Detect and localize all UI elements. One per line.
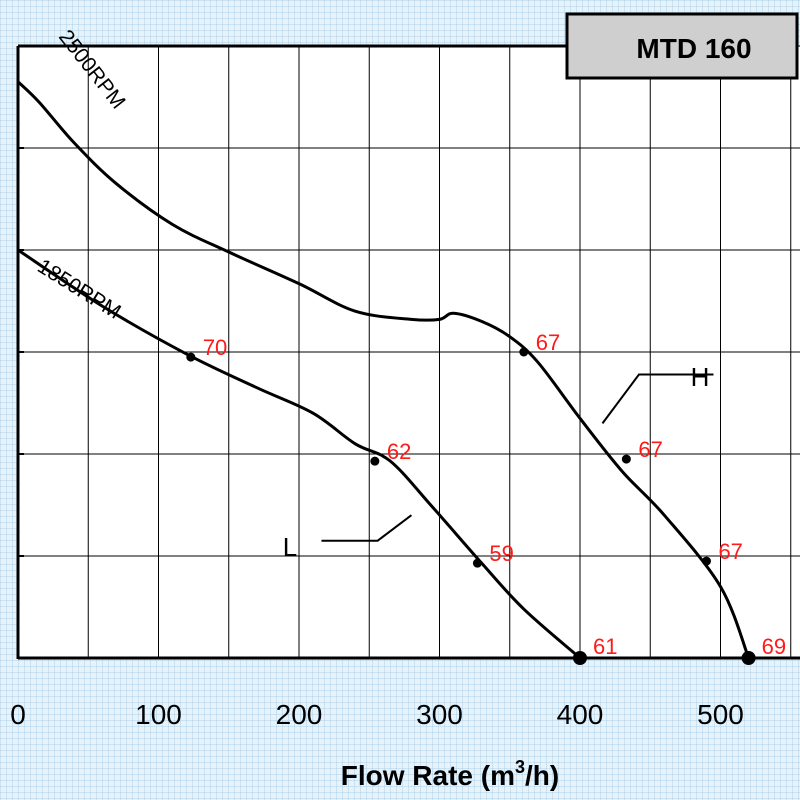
x-tick-label: 400 — [557, 699, 604, 730]
data-label: 61 — [593, 634, 617, 659]
x-tick-label: 300 — [416, 699, 463, 730]
curve-marker-label: L — [283, 532, 297, 562]
data-label: 67 — [536, 330, 560, 355]
curve-marker-label: H — [691, 362, 710, 392]
data-label: 70 — [203, 335, 227, 360]
x-axis-label-end: /h) — [525, 760, 559, 791]
grid — [18, 45, 800, 658]
data-label: 59 — [489, 541, 513, 566]
x-axis-label-sup: 3 — [515, 757, 525, 777]
chart-title: MTD 160 — [636, 33, 751, 64]
marker-leader-line — [601, 373, 714, 424]
x-tick-label: 100 — [135, 699, 182, 730]
x-tick-label: 200 — [276, 699, 323, 730]
data-label: 62 — [387, 439, 411, 464]
marker-leader-line — [321, 514, 413, 542]
data-point — [186, 352, 196, 362]
x-axis-label-base: Flow Rate (m — [341, 760, 515, 791]
x-tick-labels: 0 100 200 300 400 500 — [10, 699, 744, 730]
series-line — [16, 80, 750, 659]
data-point — [519, 347, 529, 357]
x-axis-label: Flow Rate (m3/h) — [341, 757, 559, 791]
series-line — [17, 248, 581, 660]
data-label: 69 — [762, 634, 786, 659]
data-label: 67 — [638, 437, 662, 462]
axes — [16, 44, 800, 660]
data-point — [621, 454, 631, 464]
x-tick-label: 0 — [10, 699, 26, 730]
title-box: MTD 160 — [565, 12, 799, 80]
data-label: 67 — [718, 539, 742, 564]
data-point — [472, 558, 482, 568]
title-box-frame — [565, 12, 799, 80]
data-point — [370, 456, 380, 466]
x-tick-label: 500 — [697, 699, 744, 730]
data-point — [701, 556, 711, 566]
